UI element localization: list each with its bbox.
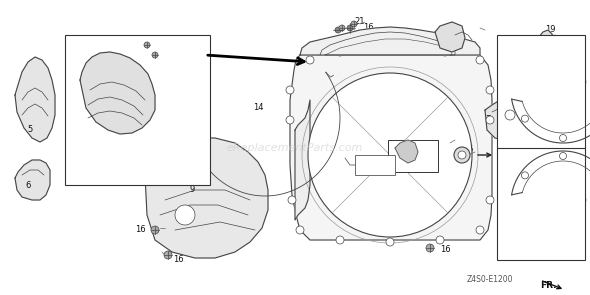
Text: 2: 2 xyxy=(578,78,582,86)
Circle shape xyxy=(339,25,345,31)
Circle shape xyxy=(458,151,466,159)
Text: 21: 21 xyxy=(153,37,163,47)
Text: 16: 16 xyxy=(173,255,183,265)
Polygon shape xyxy=(528,76,558,115)
Polygon shape xyxy=(15,160,50,200)
Polygon shape xyxy=(538,30,555,56)
Bar xyxy=(497,35,585,260)
Text: Z4S0-E1200: Z4S0-E1200 xyxy=(467,276,513,284)
Circle shape xyxy=(151,226,159,234)
Circle shape xyxy=(288,196,296,204)
Circle shape xyxy=(175,205,195,225)
Circle shape xyxy=(436,236,444,244)
Circle shape xyxy=(351,21,357,27)
Text: 1: 1 xyxy=(368,160,373,170)
Circle shape xyxy=(386,46,394,54)
Circle shape xyxy=(386,238,394,246)
Circle shape xyxy=(559,153,566,160)
Text: 20: 20 xyxy=(395,165,405,175)
Text: eReplacementParts.com: eReplacementParts.com xyxy=(227,143,363,153)
Circle shape xyxy=(152,52,158,58)
Text: 16: 16 xyxy=(135,225,145,235)
Text: 3: 3 xyxy=(577,196,583,204)
Circle shape xyxy=(306,56,314,64)
Circle shape xyxy=(454,147,470,163)
Circle shape xyxy=(308,73,472,237)
Polygon shape xyxy=(500,102,520,128)
Polygon shape xyxy=(395,140,418,163)
Text: 4: 4 xyxy=(137,150,143,160)
Text: 15: 15 xyxy=(463,145,473,155)
Polygon shape xyxy=(295,100,310,220)
Text: 6: 6 xyxy=(25,181,31,189)
Polygon shape xyxy=(503,40,528,68)
Polygon shape xyxy=(80,52,155,134)
Circle shape xyxy=(164,251,172,259)
Text: 13: 13 xyxy=(513,107,523,117)
Circle shape xyxy=(335,27,341,33)
Text: 17: 17 xyxy=(500,127,510,137)
Circle shape xyxy=(336,48,344,56)
Bar xyxy=(355,155,395,175)
Text: 16: 16 xyxy=(363,24,373,32)
Circle shape xyxy=(286,116,294,124)
Polygon shape xyxy=(485,98,520,140)
Circle shape xyxy=(522,172,529,179)
Bar xyxy=(65,35,210,185)
Circle shape xyxy=(426,244,434,252)
Circle shape xyxy=(286,86,294,94)
Circle shape xyxy=(336,236,344,244)
Text: 18: 18 xyxy=(442,148,453,157)
Circle shape xyxy=(347,25,353,31)
Bar xyxy=(388,140,438,172)
Circle shape xyxy=(476,226,484,234)
Polygon shape xyxy=(145,138,268,258)
Circle shape xyxy=(559,135,566,142)
Polygon shape xyxy=(15,57,55,142)
Text: 19: 19 xyxy=(545,25,555,35)
Polygon shape xyxy=(300,27,480,55)
Circle shape xyxy=(486,116,494,124)
Polygon shape xyxy=(435,22,465,52)
Circle shape xyxy=(441,48,449,56)
Circle shape xyxy=(476,56,484,64)
Text: 10: 10 xyxy=(514,37,525,47)
Text: 14: 14 xyxy=(253,104,263,112)
Text: 12: 12 xyxy=(443,27,453,37)
Circle shape xyxy=(522,115,529,122)
Circle shape xyxy=(144,42,150,48)
Text: 16: 16 xyxy=(440,245,450,255)
Text: 11: 11 xyxy=(537,83,548,93)
Polygon shape xyxy=(290,55,492,240)
Text: FR.: FR. xyxy=(540,281,556,289)
Text: 9: 9 xyxy=(189,186,195,194)
Text: 7: 7 xyxy=(486,116,491,124)
Circle shape xyxy=(486,196,494,204)
Text: 8: 8 xyxy=(345,158,350,168)
Text: 21: 21 xyxy=(355,17,365,27)
Circle shape xyxy=(486,86,494,94)
Text: 5: 5 xyxy=(27,125,32,135)
Circle shape xyxy=(296,226,304,234)
